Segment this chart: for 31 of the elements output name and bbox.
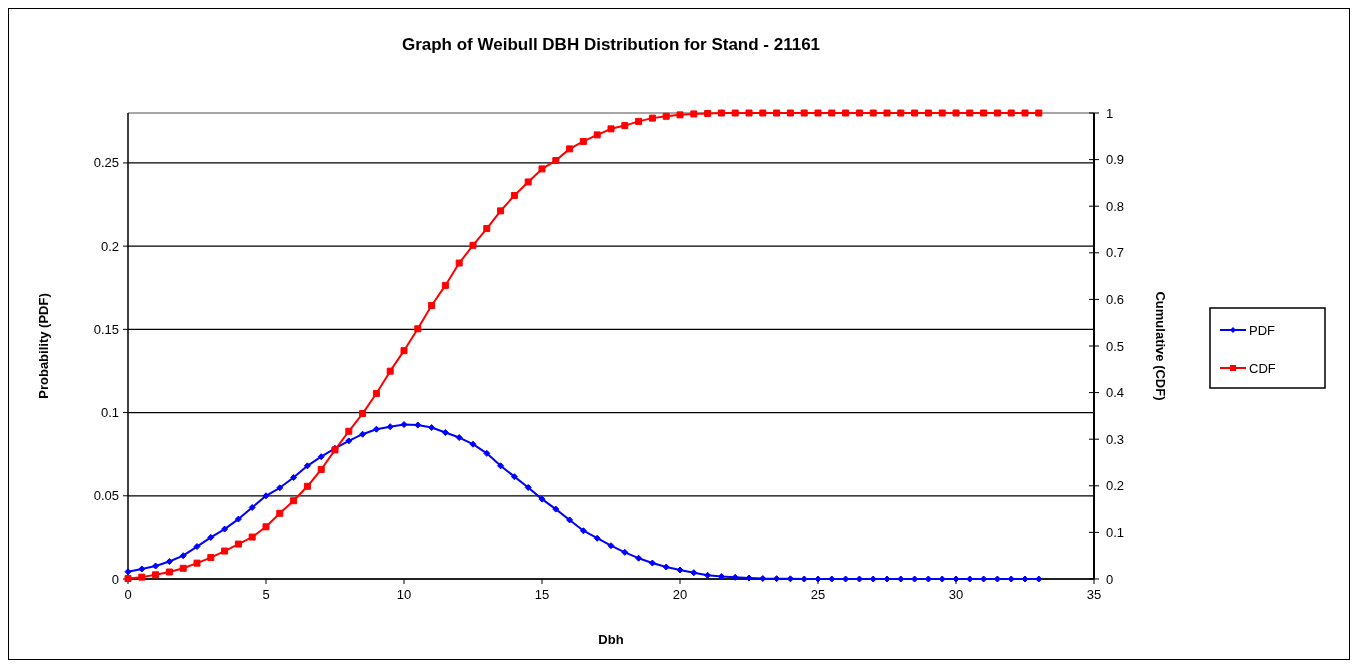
legend-label: PDF xyxy=(1249,323,1276,338)
y2-tick-label: 0.2 xyxy=(1106,478,1125,494)
y2-axis-title: Cumulative (CDF) xyxy=(1153,291,1168,401)
y-tick-label: 0.15 xyxy=(93,321,119,337)
chart-title: Graph of Weibull DBH Distribution for Stand - 21161 xyxy=(401,35,821,54)
legend-label: CDF xyxy=(1249,361,1276,376)
x-axis-title: Dbh xyxy=(598,632,624,647)
y-tick-label: 0.25 xyxy=(93,155,119,171)
x-tick-label: 5 xyxy=(262,587,270,602)
y2-tick-label: 0.1 xyxy=(1106,524,1125,540)
y-tick-label: 0.05 xyxy=(93,488,119,504)
y2-tick-label: 0.4 xyxy=(1106,385,1125,401)
x-tick-label: 30 xyxy=(948,587,964,602)
x-tick-label: 10 xyxy=(396,587,412,602)
y-axis-title: Probability (PDF) xyxy=(36,293,51,399)
y-tick-label: 0.1 xyxy=(100,405,119,421)
y-tick-label: 0 xyxy=(111,571,119,587)
y2-tick-label: 0.5 xyxy=(1106,338,1125,354)
y2-tick-label: 1 xyxy=(1106,105,1114,121)
x-tick-label: 20 xyxy=(672,587,688,602)
x-tick-label: 35 xyxy=(1086,587,1102,602)
y2-tick-label: 0.9 xyxy=(1106,152,1125,168)
y2-tick-label: 0.3 xyxy=(1106,431,1125,447)
y2-tick-label: 0 xyxy=(1106,571,1114,587)
x-tick-label: 15 xyxy=(534,587,550,602)
y2-tick-label: 0.8 xyxy=(1106,198,1125,214)
x-tick-label: 25 xyxy=(810,587,826,602)
y2-tick-label: 0.7 xyxy=(1106,245,1125,261)
y-tick-label: 0.2 xyxy=(100,238,119,254)
x-tick-label: 0 xyxy=(124,587,132,602)
y2-tick-label: 0.6 xyxy=(1106,291,1125,307)
